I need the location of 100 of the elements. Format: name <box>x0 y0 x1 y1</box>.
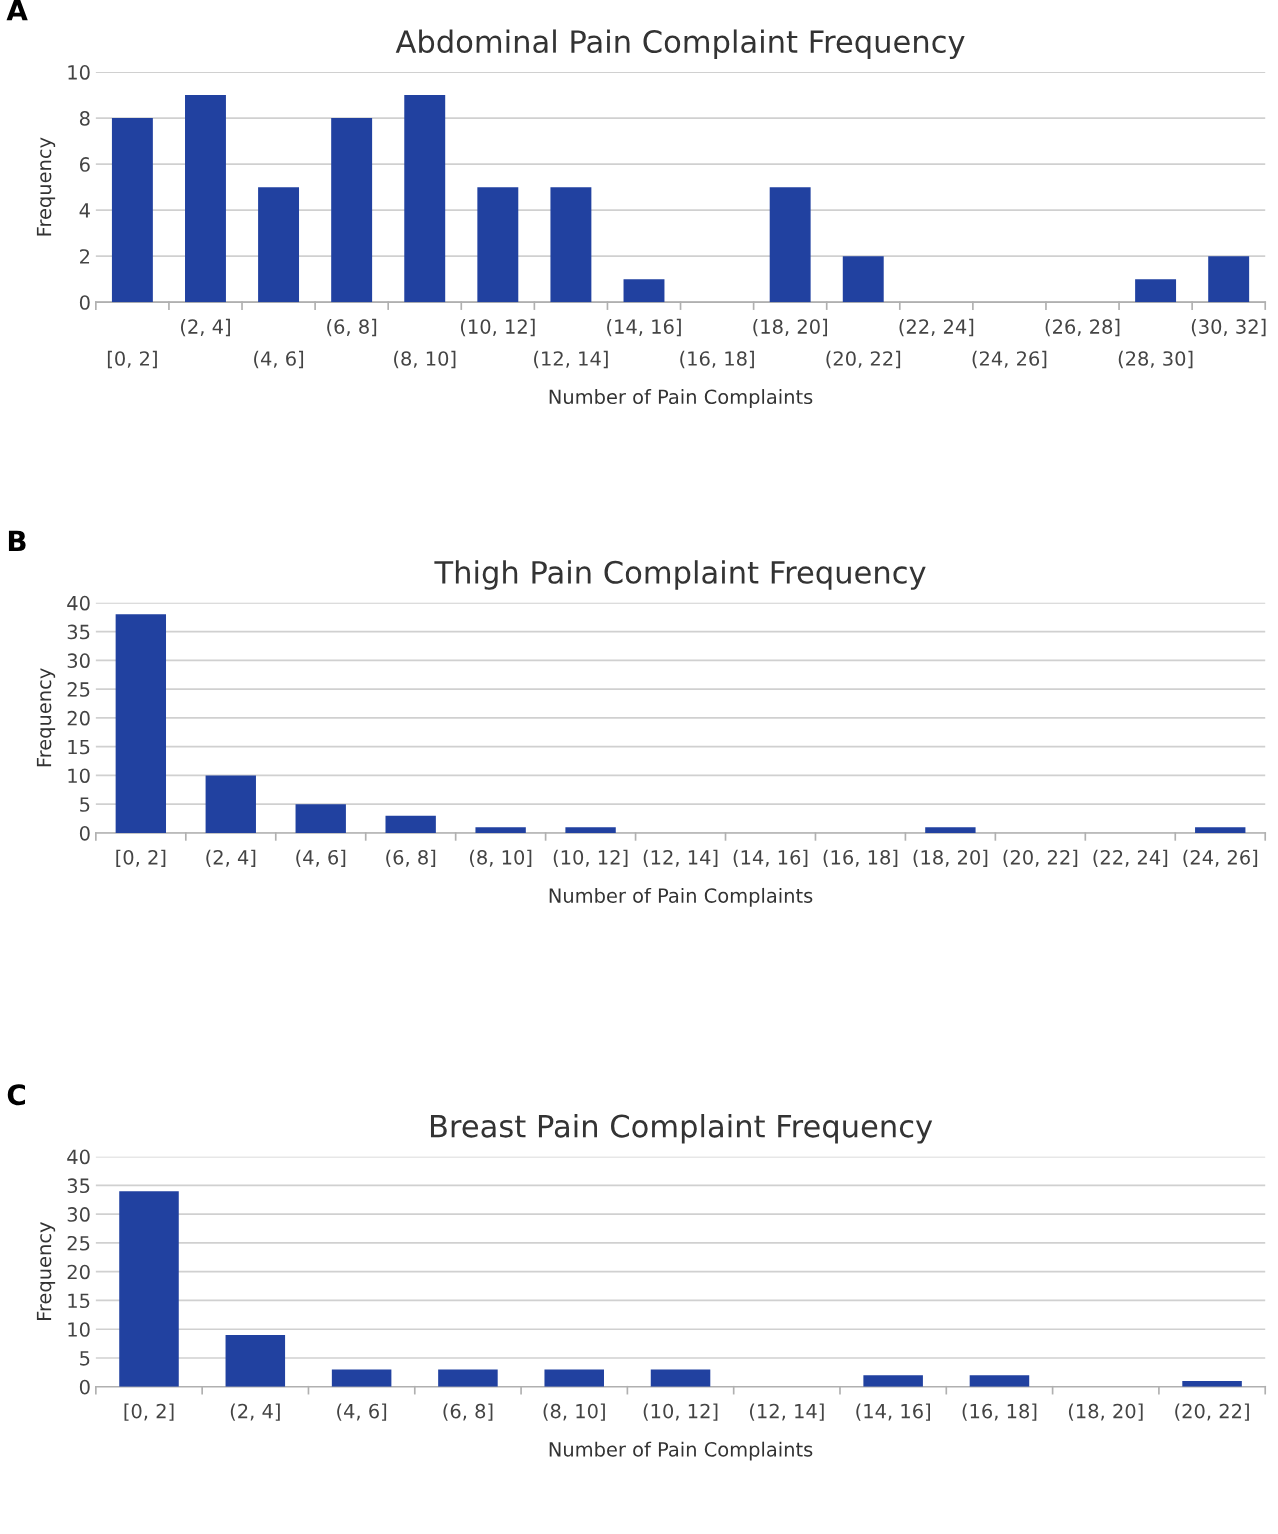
y-tick-label: 25 <box>67 1235 90 1251</box>
x-tick-label: (16, 18] <box>680 350 754 369</box>
x-tick-label: (14, 16] <box>856 1403 930 1421</box>
bar <box>769 187 811 303</box>
chart-title: Breast Pain Complaint Frequency <box>430 1113 933 1144</box>
x-tick-label: (4, 6] <box>254 350 304 369</box>
x-tick-label: (4, 6] <box>296 849 346 867</box>
y-axis-title: Frequency <box>36 1222 56 1320</box>
y-tick-label: 40 <box>67 595 90 611</box>
bar <box>331 118 373 303</box>
y-tick-label: 4 <box>79 203 90 218</box>
x-tick-label: (10, 12] <box>460 318 535 337</box>
y-tick-label: 5 <box>80 1351 90 1366</box>
x-tick-label: (4, 6] <box>337 1403 387 1421</box>
bar <box>185 95 226 303</box>
bar <box>550 187 592 303</box>
bar <box>475 827 526 833</box>
bar <box>205 775 256 833</box>
x-tick-label: (22, 24] <box>899 318 974 337</box>
bar <box>969 1375 1030 1387</box>
y-tick-label: 10 <box>68 1322 90 1337</box>
bar <box>623 279 665 303</box>
y-tick-label: 20 <box>67 710 90 726</box>
x-tick-label: (18, 20] <box>913 849 988 867</box>
bar <box>1135 279 1177 303</box>
bar <box>119 1191 179 1387</box>
y-tick-label: 2 <box>80 249 90 264</box>
bar <box>477 187 519 303</box>
y-tick-label: 0 <box>79 1379 90 1395</box>
x-tick-label: [0, 2] <box>107 350 157 369</box>
y-tick-label: 25 <box>67 682 90 697</box>
bar <box>404 95 446 303</box>
x-tick-label: (26, 28] <box>1045 318 1120 337</box>
x-tick-label: (6, 8] <box>386 849 436 867</box>
bar <box>650 1369 711 1387</box>
chart-title: Abdominal Pain Complaint Frequency <box>395 29 965 60</box>
y-tick-label: 0 <box>79 825 90 841</box>
x-tick-label: (22, 24] <box>1093 849 1168 867</box>
x-tick-label: (8, 10] <box>469 849 532 867</box>
text: A <box>6 0 28 21</box>
x-tick-label: (12, 14] <box>534 350 608 369</box>
y-tick-label: 35 <box>67 1178 90 1194</box>
y-tick-label: 8 <box>79 111 90 126</box>
x-axis-title: Number of Pain Complaints <box>549 389 813 408</box>
x-tick-label: (10, 12] <box>553 849 628 867</box>
y-tick-label: 30 <box>67 1207 90 1222</box>
x-tick-label: (2, 4] <box>230 1403 280 1421</box>
bar <box>842 256 884 303</box>
x-tick-label: (20, 22] <box>1175 1403 1249 1421</box>
x-tick-label: (16, 18] <box>823 849 898 867</box>
y-tick-label: 30 <box>67 653 90 669</box>
bar <box>111 118 153 303</box>
x-tick-label: (2, 4] <box>206 849 256 867</box>
x-axis-title: Number of Pain Complaints <box>549 1441 813 1461</box>
chart-title: Thigh Pain Complaint Frequency <box>434 560 926 590</box>
x-tick-label: (12, 14] <box>750 1403 824 1421</box>
x-tick-label: [0, 2] <box>124 1403 174 1421</box>
y-tick-label: 15 <box>68 1293 90 1309</box>
y-tick-label: 10 <box>68 768 90 784</box>
bar <box>225 1334 286 1387</box>
text: B <box>8 530 26 552</box>
x-tick-label: (28, 30] <box>1118 350 1193 369</box>
x-tick-label: (16, 18] <box>962 1403 1037 1421</box>
x-tick-label: (20, 22] <box>1003 849 1078 867</box>
bar <box>385 815 436 833</box>
x-axis-title: Number of Pain Complaints <box>549 887 813 907</box>
y-tick-label: 40 <box>67 1149 90 1165</box>
x-tick-label: (6, 8] <box>443 1403 493 1421</box>
y-tick-label: 0 <box>79 295 90 310</box>
y-tick-label: 35 <box>67 624 90 640</box>
x-tick-label: (8, 10] <box>394 350 456 369</box>
y-axis-title: Frequency <box>36 137 56 236</box>
x-tick-label: (8, 10] <box>543 1403 605 1421</box>
x-tick-label: (2, 4] <box>181 318 230 337</box>
y-tick-label: 6 <box>79 157 90 172</box>
x-tick-label: (24, 26] <box>1183 849 1258 867</box>
y-tick-label: 20 <box>67 1264 90 1280</box>
x-tick-label: (12, 14] <box>643 849 718 867</box>
x-tick-label: (20, 22] <box>826 350 901 369</box>
x-tick-label: (30, 32] <box>1191 318 1266 337</box>
x-tick-label: (6, 8] <box>327 318 377 337</box>
x-tick-label: [0, 2] <box>116 849 166 867</box>
x-tick-label: (24, 26] <box>972 350 1047 369</box>
bar <box>565 827 616 833</box>
x-tick-label: (18, 20] <box>1068 1403 1143 1421</box>
bar <box>1208 256 1250 303</box>
x-tick-label: (10, 12] <box>643 1403 718 1421</box>
bar <box>1195 827 1246 833</box>
x-tick-label: (18, 20] <box>753 318 827 337</box>
x-tick-label: (14, 16] <box>607 318 681 337</box>
y-tick-label: 10 <box>68 65 90 80</box>
x-tick-label: (14, 16] <box>733 849 808 867</box>
bar <box>258 187 300 303</box>
bar <box>438 1369 498 1387</box>
bar <box>115 614 167 833</box>
bar <box>544 1369 604 1387</box>
bar <box>295 804 346 833</box>
y-axis-title: Frequency <box>36 668 56 767</box>
y-tick-label: 5 <box>80 797 90 812</box>
text: C <box>7 1084 25 1106</box>
